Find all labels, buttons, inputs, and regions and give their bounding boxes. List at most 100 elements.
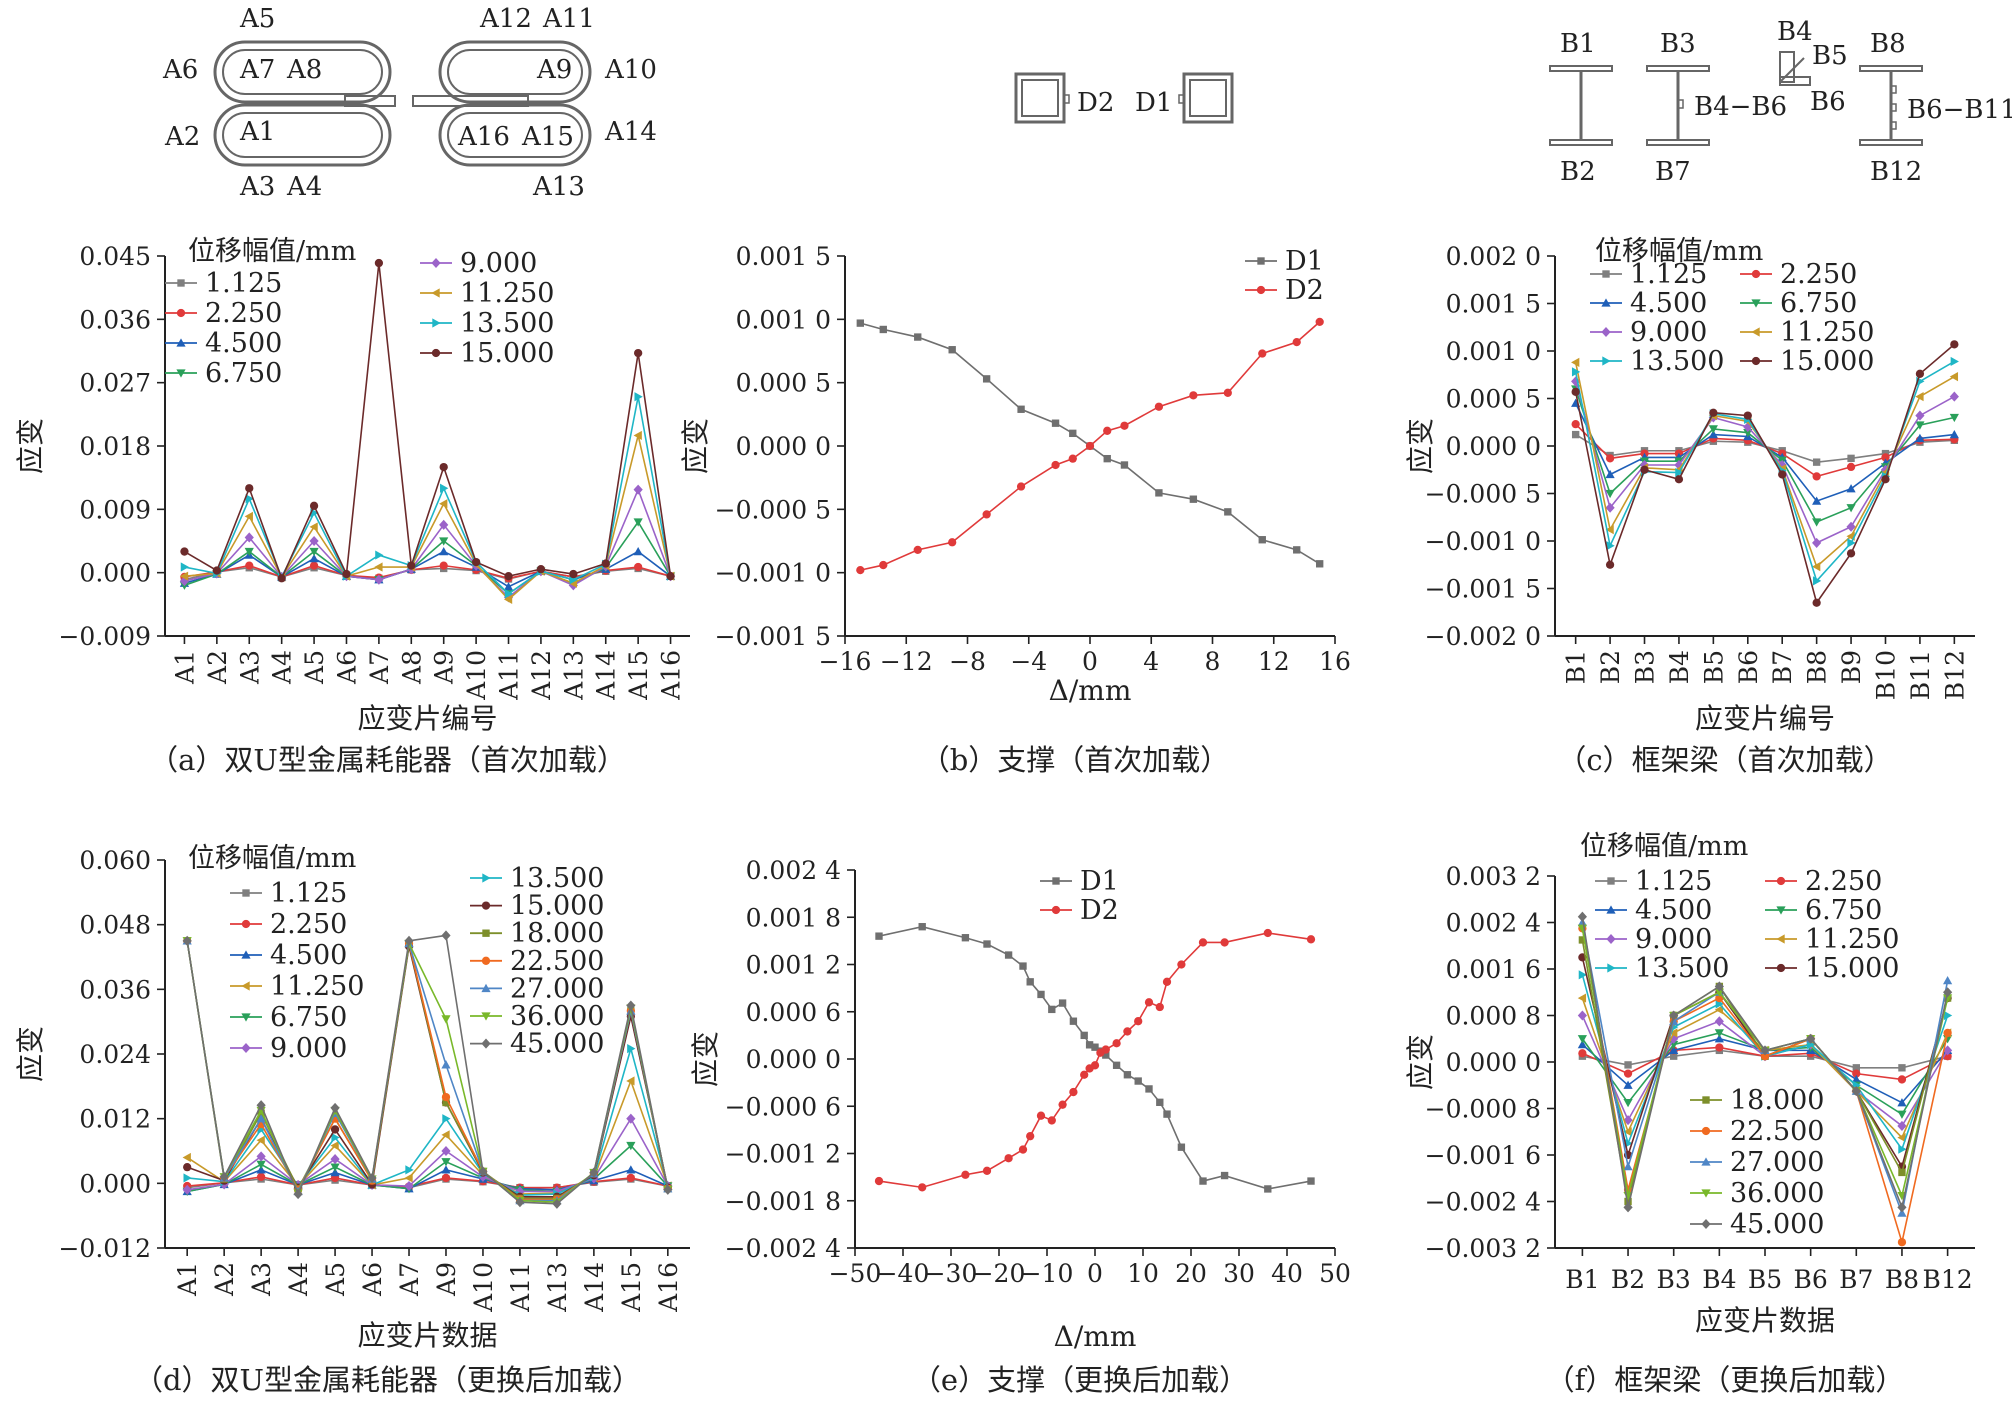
legend-marker-45.000 xyxy=(481,1038,491,1049)
data-point-6.750 xyxy=(1623,1099,1633,1108)
data-point-D2 xyxy=(1154,402,1164,411)
data-point-D2 xyxy=(1103,426,1112,435)
legend-marker-D2 xyxy=(1051,905,1061,915)
data-point-45.000 xyxy=(1577,911,1587,922)
legend-label-4.500: 4.500 xyxy=(270,940,347,971)
y-tick-label: 0.000 xyxy=(79,559,151,588)
data-point-15.000 xyxy=(245,484,254,493)
x-tick-label: A3 xyxy=(247,1262,276,1297)
legend-marker-6.750 xyxy=(1751,299,1761,308)
data-point-1.125 xyxy=(1624,1061,1632,1069)
legend-label-45.000: 45.000 xyxy=(1730,1209,1824,1240)
data-point-11.250 xyxy=(179,571,189,581)
data-point-15.000 xyxy=(342,569,351,579)
sch-label: B6 xyxy=(1810,87,1846,117)
panel-caption: （b）支撑（首次加载） xyxy=(921,743,1230,777)
data-point-13.500 xyxy=(442,1114,451,1124)
data-point-45.000 xyxy=(367,1172,377,1184)
data-point-D1 xyxy=(983,940,991,948)
legend-title: 位移幅值/mm xyxy=(188,843,356,874)
data-point-D2 xyxy=(961,1170,970,1179)
data-point-4.500 xyxy=(1949,430,1959,439)
x-tick-label: A5 xyxy=(300,650,329,685)
data-point-15.000 xyxy=(1674,475,1684,484)
data-point-45.000 xyxy=(1806,1033,1816,1044)
chart-panel-b: −0.001 5 −0.001 0 −0.000 5 0.000 0 0.000 5 0.… xyxy=(679,242,1351,777)
x-tick-label: B7 xyxy=(1839,1265,1873,1294)
data-point-11.250 xyxy=(1605,525,1614,535)
data-point-15.000 xyxy=(1950,340,1959,349)
data-point-13.500 xyxy=(1571,367,1581,377)
legend-label-9.000: 9.000 xyxy=(1630,317,1707,348)
data-point-D1 xyxy=(1069,429,1077,438)
panel-caption: （f）框架梁（更换后加载） xyxy=(1546,1363,1905,1397)
y-tick-label: 0.001 0 xyxy=(736,305,831,334)
y-tick-label: 0.002 4 xyxy=(746,856,841,885)
data-point-6.750 xyxy=(1846,504,1856,513)
data-point-D1 xyxy=(879,325,887,334)
legend-label-4.500: 4.500 xyxy=(1630,288,1707,319)
y-tick-label: 0.001 5 xyxy=(1446,290,1541,319)
x-tick-label: A15 xyxy=(617,1262,646,1313)
y-tick-label: 0.000 xyxy=(79,1169,151,1198)
legend-label-36.000: 36.000 xyxy=(510,1001,604,1032)
data-point-15.000 xyxy=(569,569,578,579)
y-tick-label: −0.002 0 xyxy=(1425,622,1541,651)
legend-marker-15.000 xyxy=(1776,963,1786,973)
legend-label-4.500: 4.500 xyxy=(1635,895,1712,926)
data-point-18.000 xyxy=(1578,936,1587,944)
chart-panel-e: −0.002 4 −0.001 8 −0.001 2 −0.000 6 0.000 0 0… xyxy=(689,856,1351,1397)
data-point-13.500 xyxy=(180,562,190,572)
data-point-2.250 xyxy=(626,1173,635,1183)
data-point-2.250 xyxy=(1571,420,1580,429)
x-tick-label: A13 xyxy=(543,1262,572,1313)
data-point-9.000 xyxy=(309,535,319,547)
data-point-4.500 xyxy=(1605,469,1615,479)
x-tick-label: B4 xyxy=(1665,650,1694,684)
data-point-6.750 xyxy=(1949,413,1959,423)
legend-label-D2: D2 xyxy=(1080,895,1119,926)
data-point-D2 xyxy=(856,565,865,575)
data-point-D2 xyxy=(1101,1045,1110,1054)
x-tick-label: A16 xyxy=(657,650,686,701)
data-point-15.000 xyxy=(1743,411,1752,420)
data-point-15.000 xyxy=(212,566,221,575)
y-tick-label: −0.000 6 xyxy=(725,1092,841,1121)
series-line-9.000 xyxy=(187,1117,669,1193)
x-tick-label: B11 xyxy=(1906,650,1935,700)
data-point-2.250 xyxy=(439,561,448,570)
data-point-D1 xyxy=(1163,1110,1171,1118)
x-tick-label: A12 xyxy=(527,650,556,701)
data-point-45.000 xyxy=(256,1100,266,1111)
data-point-6.750 xyxy=(1915,421,1925,430)
legend-marker-15.000 xyxy=(1751,356,1761,366)
data-point-D1 xyxy=(1103,454,1111,463)
legend-label-9.000: 9.000 xyxy=(1635,924,1712,955)
data-point-15.000 xyxy=(1640,465,1649,474)
data-point-4.500 xyxy=(633,546,643,556)
legend-label-6.750: 6.750 xyxy=(270,1002,347,1033)
sch-label: A16 xyxy=(457,122,510,152)
legend-marker-27.000 xyxy=(1701,1157,1711,1166)
data-point-4.500 xyxy=(1669,1045,1679,1055)
legend-marker-27.000 xyxy=(481,983,491,993)
data-point-D2 xyxy=(1134,1017,1143,1026)
data-point-2.250 xyxy=(1897,1075,1907,1084)
x-axis-label: 应变片编号 xyxy=(1695,702,1835,735)
data-point-11.250 xyxy=(1669,1028,1678,1038)
y-tick-label: −0.001 0 xyxy=(1425,527,1541,556)
y-tick-label: −0.000 5 xyxy=(1425,480,1541,509)
x-tick-label: A3 xyxy=(235,650,264,685)
x-tick-label: 8 xyxy=(1205,647,1221,676)
data-point-45.000 xyxy=(182,935,192,946)
data-point-D2 xyxy=(1315,317,1324,327)
legend-marker-13.500 xyxy=(482,873,491,883)
x-tick-label: A1 xyxy=(173,1262,202,1297)
y-axis-label: 应变 xyxy=(14,418,47,474)
series-line-11.250 xyxy=(1574,362,1955,569)
data-point-1.125 xyxy=(1670,1052,1678,1060)
data-point-6.750 xyxy=(1577,1035,1587,1044)
data-point-45.000 xyxy=(1760,1045,1770,1056)
x-tick-label: B9 xyxy=(1837,650,1866,684)
y-tick-label: −0.001 8 xyxy=(725,1187,841,1216)
